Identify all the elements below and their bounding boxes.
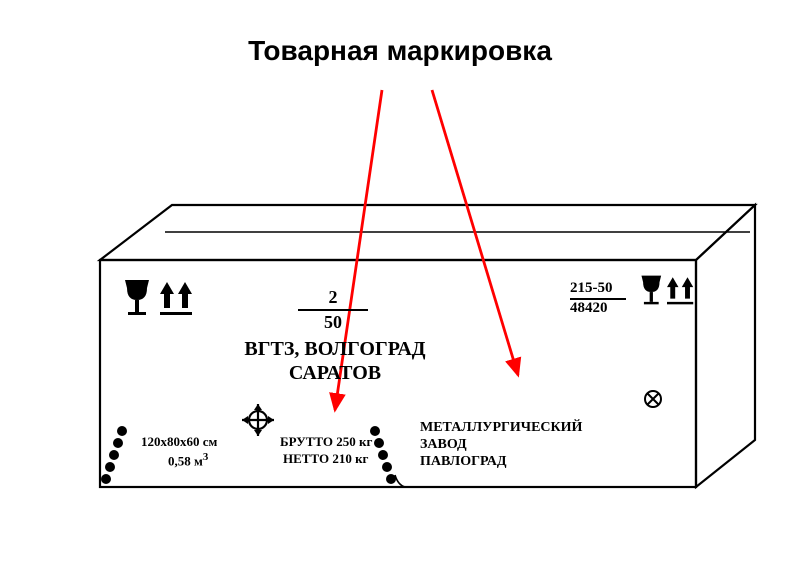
fragile-icon-right: [641, 276, 661, 305]
shipment-code-1: 215-50: [570, 280, 613, 297]
volume-label: 0,58 м3: [168, 451, 208, 469]
volume-value: 0,58 м: [168, 453, 203, 468]
sling-chain-icon-right: [370, 426, 396, 484]
package-count-denominator: 50: [298, 312, 368, 333]
netto-weight: НЕТТО 210 кг: [283, 451, 368, 467]
sling-chain-icon-left: [101, 426, 127, 484]
side-mark-icon: [645, 391, 661, 407]
origin-line-2: САРАТОВ: [200, 362, 470, 385]
consignee-line-1: МЕТАЛЛУРГИЧЕСКИЙ: [420, 420, 582, 436]
this-way-up-icon-right: [667, 277, 693, 304]
consignee-line-3: ПАВЛОГРАД: [420, 454, 507, 470]
diagram-stage: Товарная маркировка: [0, 0, 800, 565]
diagram-svg: [0, 0, 800, 565]
fraction-line: [298, 309, 368, 311]
fragile-icon: [125, 280, 149, 315]
dimensions-label: 120x80x60 см: [141, 434, 217, 450]
shipment-code-2: 48420: [570, 300, 608, 317]
center-of-gravity-icon: [242, 404, 274, 436]
origin-line-1: ВГТЗ, ВОЛГОГРАД: [200, 338, 470, 361]
brutto-weight: БРУТТО 250 кг: [280, 434, 372, 450]
package-count-numerator: 2: [298, 287, 368, 308]
volume-sup: 3: [203, 451, 208, 463]
consignee-line-2: ЗАВОД: [420, 437, 467, 453]
this-way-up-icon: [160, 282, 192, 315]
